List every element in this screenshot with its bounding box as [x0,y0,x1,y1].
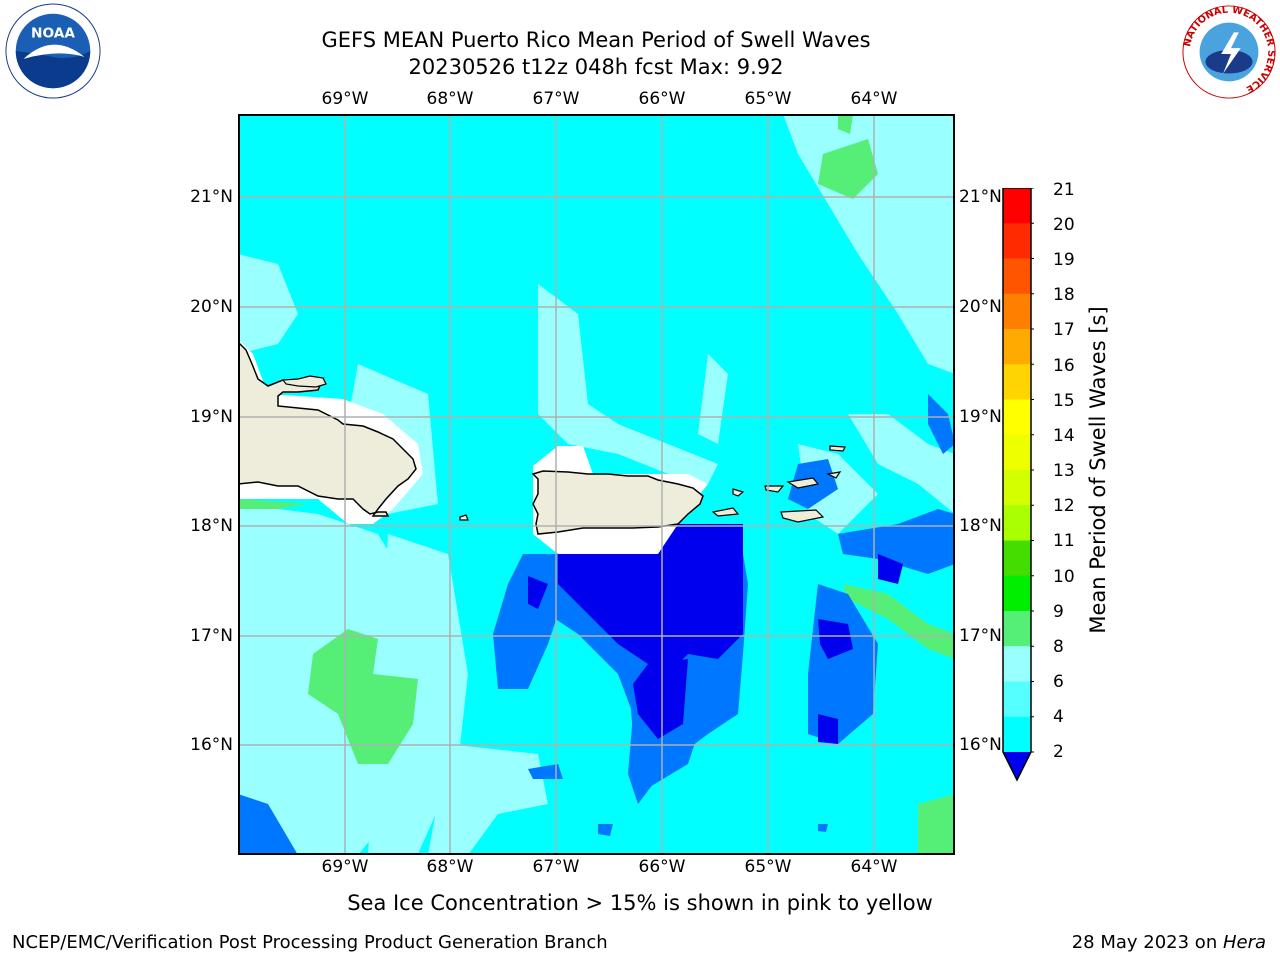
svg-text:NOAA: NOAA [31,25,75,41]
swell-period-map [238,114,955,855]
colorbar-swatch [1003,399,1031,436]
lat-label-left: 21°N [190,187,233,207]
colorbar-tick-label: 14 [1053,426,1075,446]
lat-label-right: 16°N [959,735,1002,755]
lon-label-bottom: 67°W [532,857,580,877]
colorbar-swatch [1003,505,1031,541]
lon-label-top: 66°W [638,89,686,109]
colorbar-swatch [1003,364,1031,400]
footer-date-text: 28 May 2023 on [1071,932,1223,953]
colorbar-swatch [1003,611,1031,647]
lat-label-right: 19°N [959,407,1002,427]
colorbar-swatch [1003,646,1031,682]
colorbar-swatch [1003,258,1031,295]
lat-label-right: 17°N [959,626,1002,646]
colorbar-tick-label: 10 [1053,567,1075,587]
lon-label-bottom: 66°W [638,857,686,877]
lon-label-top: 68°W [426,89,474,109]
colorbar-tick-label: 9 [1053,602,1064,622]
lat-label-left: 16°N [190,735,233,755]
lon-label-bottom: 68°W [426,857,474,877]
colorbar-tick-label: 6 [1053,672,1064,692]
lat-label-right: 20°N [959,297,1002,317]
colorbar-tick-label: 18 [1053,285,1075,305]
footer-machine: Hera [1222,932,1266,953]
colorbar-tick-label: 4 [1053,707,1064,727]
colorbar-swatch [1003,540,1031,577]
colorbar-swatch [1003,575,1031,612]
noaa-logo: NOAA [5,3,101,99]
colorbar-swatches [1003,188,1034,780]
colorbar-swatch [1003,188,1031,224]
colorbar-tick-label: 11 [1053,531,1075,551]
lat-label-left: 20°N [190,297,233,317]
colorbar-swatch [1003,681,1031,718]
colorbar-tick-label: 17 [1053,320,1075,340]
map-border [238,114,955,855]
footer-credit: NCEP/EMC/Verification Post Processing Pr… [12,932,608,953]
colorbar-swatch [1003,223,1031,259]
colorbar-swatch [1003,716,1031,753]
lat-label-right: 21°N [959,187,1002,207]
lon-label-bottom: 69°W [321,857,369,877]
colorbar-tick-label: 20 [1053,215,1075,235]
green-regions [238,114,955,855]
colorbar-swatch [1003,434,1031,471]
lon-label-top: 69°W [321,89,369,109]
colorbar [1002,188,1034,782]
lat-label-left: 19°N [190,407,233,427]
colorbar-tick-label: 21 [1053,180,1075,200]
sea-ice-note: Sea Ice Concentration > 15% is shown in … [347,891,933,915]
colorbar-outline [1002,188,1032,782]
lon-label-bottom: 65°W [744,857,792,877]
footer-date: 28 May 2023 on Hera [1072,932,1266,953]
graticule [238,114,955,855]
nws-logo: NATIONAL WEATHER SERVICE [1182,5,1276,99]
lon-label-bottom: 64°W [850,857,898,877]
lat-label-left: 18°N [190,516,233,536]
colorbar-extend-triangle [1003,752,1031,780]
colorbar-tick-label: 2 [1053,742,1064,762]
colorbar-swatch [1003,329,1031,365]
colorbar-tick-label: 16 [1053,356,1075,376]
colorbar-tick-label: 8 [1053,637,1064,657]
lat-label-right: 18°N [959,516,1002,536]
chart-subtitle: 20230526 t12z 048h fcst Max: 9.92 [408,55,784,79]
lat-label-left: 17°N [190,626,233,646]
colorbar-swatch [1003,470,1031,506]
lon-label-top: 65°W [744,89,792,109]
lon-label-top: 67°W [532,89,580,109]
colorbar-tick-label: 19 [1053,250,1075,270]
colorbar-label: Mean Period of Swell Waves [s] [1086,306,1110,634]
colorbar-tick-label: 15 [1053,391,1075,411]
lon-label-top: 64°W [850,89,898,109]
colorbar-swatch [1003,293,1031,330]
colorbar-tick-label: 12 [1053,496,1075,516]
chart-title: GEFS MEAN Puerto Rico Mean Period of Swe… [321,28,871,52]
colorbar-tick-label: 13 [1053,461,1075,481]
small-islands [281,375,846,523]
